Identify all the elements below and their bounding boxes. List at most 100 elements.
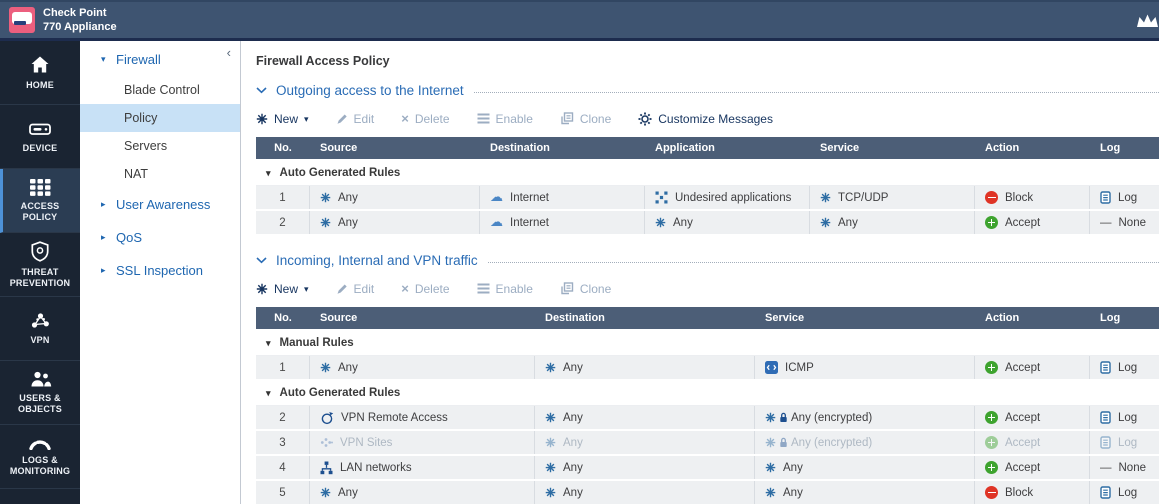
menu-item-ssl-inspection[interactable]: ▸ SSL Inspection <box>80 254 240 287</box>
section-header-outgoing[interactable]: Outgoing access to the Internet <box>256 83 1159 98</box>
nav-item-vpn[interactable]: VPN <box>0 297 80 361</box>
nav-label: USERS & OBJECTS <box>18 393 62 414</box>
section-title: Incoming, Internal and VPN traffic <box>276 253 478 268</box>
col-destination[interactable]: Destination <box>490 142 550 154</box>
menu-item-qos[interactable]: ▸ QoS <box>80 221 240 254</box>
col-destination[interactable]: Destination <box>545 312 605 324</box>
block-icon <box>985 486 998 499</box>
col-source[interactable]: Source <box>320 142 358 154</box>
nav-item-threat-prevention[interactable]: THREAT PREVENTION <box>0 233 80 297</box>
col-no[interactable]: No. <box>274 142 292 154</box>
delete-button[interactable]: × Delete <box>401 281 449 296</box>
device-icon <box>29 123 51 135</box>
top-bar: Check Point 770 Appliance <box>0 0 1159 41</box>
clone-button[interactable]: Clone <box>560 112 611 126</box>
action-cell: Block <box>975 186 1090 209</box>
col-application[interactable]: Application <box>655 142 715 154</box>
delete-label: Delete <box>414 281 450 296</box>
enable-button[interactable]: Enable <box>477 112 533 126</box>
table-row[interactable]: 5 Any Any Any Block L <box>256 481 1159 504</box>
col-no[interactable]: No. <box>274 312 292 324</box>
nav-item-users-objects[interactable]: USERS & OBJECTS <box>0 361 80 425</box>
cell-text: None <box>1118 216 1147 229</box>
brand-line2: 770 Appliance <box>43 21 117 33</box>
table-row[interactable]: 2 Any ☁ Internet Any Any Accept <box>256 211 1159 234</box>
delete-button[interactable]: × Delete <box>401 111 449 126</box>
col-log[interactable]: Log <box>1100 312 1121 324</box>
menu-item-policy[interactable]: Policy <box>80 104 240 132</box>
any-icon <box>320 192 331 203</box>
any-icon <box>545 437 556 448</box>
menu-item-servers[interactable]: Servers <box>80 132 240 160</box>
cell-text: Undesired applications <box>675 191 792 204</box>
delete-x-icon: × <box>401 281 409 296</box>
enable-bars-icon <box>477 113 490 124</box>
log-cell: Log <box>1090 431 1159 454</box>
col-action[interactable]: Action <box>985 312 1020 324</box>
group-row-manual-rules[interactable]: ▾ Manual Rules <box>256 331 1159 356</box>
new-button[interactable]: New ▾ <box>256 112 309 126</box>
home-icon <box>31 56 49 73</box>
col-action[interactable]: Action <box>985 142 1020 154</box>
toolbar-outgoing: New ▾ Edit × Delete Enable C <box>256 111 1159 126</box>
nav-item-logs-monitoring[interactable]: LOGS & MONITORING <box>0 425 80 489</box>
new-button[interactable]: New ▾ <box>256 282 309 296</box>
menu-label: Policy <box>124 111 158 125</box>
table-row[interactable]: 2 VPN Remote Access Any Any (encrypted) <box>256 406 1159 429</box>
table-row-disabled[interactable]: 3 VPN Sites Any Any (encrypted <box>256 431 1159 454</box>
section-header-incoming[interactable]: Incoming, Internal and VPN traffic <box>256 253 1159 268</box>
cell-text: Accept <box>1005 461 1041 474</box>
nav-item-device[interactable]: DEVICE <box>0 105 80 169</box>
new-label: New <box>274 111 299 126</box>
edit-button[interactable]: Edit <box>336 111 375 126</box>
crown-icon[interactable] <box>1136 13 1159 30</box>
edit-button[interactable]: Edit <box>336 282 374 296</box>
caret-down-icon: ▾ <box>304 114 309 124</box>
logo-bar-shape <box>14 21 26 25</box>
any-icon <box>320 217 331 228</box>
destination-cell: Any <box>535 481 755 504</box>
log-cell: — None <box>1090 211 1159 234</box>
col-source[interactable]: Source <box>320 312 358 324</box>
cell-text: Log <box>1118 436 1138 449</box>
collapse-sidebar-icon[interactable]: ‹ <box>226 45 231 60</box>
col-log[interactable]: Log <box>1100 142 1121 154</box>
customize-messages-button[interactable]: Customize Messages <box>638 112 773 126</box>
group-row-auto-generated[interactable]: ▾ Auto Generated Rules <box>256 381 1159 406</box>
table-row[interactable]: 4 LAN networks Any Any <box>256 456 1159 479</box>
clone-label: Clone <box>579 281 612 296</box>
dotted-rule <box>487 262 1159 263</box>
col-service[interactable]: Service <box>820 142 860 154</box>
group-caret-down-icon: ▾ <box>266 387 271 398</box>
menu-item-nat[interactable]: NAT <box>80 160 240 188</box>
application-cell: Any <box>645 211 810 234</box>
nav-item-access-policy[interactable]: ACCESS POLICY <box>0 169 80 233</box>
action-cell: Accept <box>975 356 1090 379</box>
source-cell: Any <box>310 211 480 234</box>
gauge-icon <box>29 440 51 451</box>
menu-item-blade-control[interactable]: Blade Control <box>80 76 240 104</box>
rule-number: 2 <box>256 211 310 234</box>
nav-item-home[interactable]: HOME <box>0 41 80 105</box>
clone-label: Clone <box>579 111 612 126</box>
new-star-icon <box>256 283 268 294</box>
edit-label: Edit <box>353 111 375 126</box>
cell-text: Block <box>1005 486 1034 499</box>
accept-icon <box>985 361 998 374</box>
action-cell: Accept <box>975 431 1090 454</box>
none-dash-icon: — <box>1100 216 1112 229</box>
chevron-down-icon <box>256 257 267 264</box>
clone-button[interactable]: Clone <box>560 282 611 296</box>
enable-button[interactable]: Enable <box>477 282 533 296</box>
log-cell: Log <box>1090 406 1159 429</box>
service-cell: TCP/UDP <box>810 186 975 209</box>
group-row-auto-generated[interactable]: ▾ Auto Generated Rules <box>256 161 1159 186</box>
caret-right-icon: ▸ <box>101 232 106 242</box>
col-service[interactable]: Service <box>765 312 805 324</box>
menu-item-firewall[interactable]: ▾ Firewall <box>80 43 240 76</box>
cell-text: Log <box>1118 361 1138 374</box>
table-row[interactable]: 1 Any Any ICMP Accept <box>256 356 1159 379</box>
table-row[interactable]: 1 Any ☁ Internet Undesired applications … <box>256 186 1159 209</box>
any-icon <box>765 412 776 423</box>
menu-item-user-awareness[interactable]: ▸ User Awareness <box>80 188 240 221</box>
